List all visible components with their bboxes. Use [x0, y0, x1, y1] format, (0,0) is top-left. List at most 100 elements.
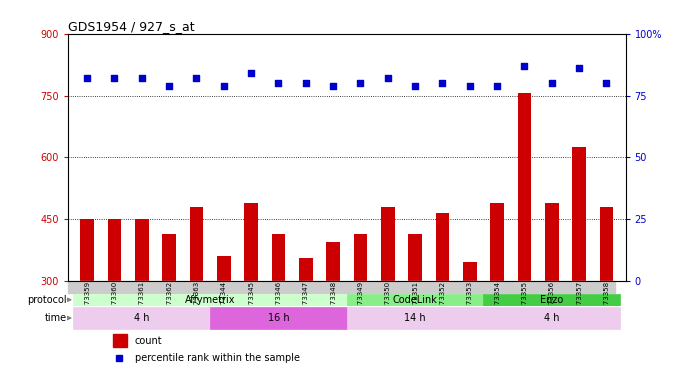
- Point: [492, 82, 503, 88]
- Text: GSM73358: GSM73358: [603, 281, 609, 319]
- Text: GSM73348: GSM73348: [330, 281, 336, 319]
- Text: time: time: [44, 313, 67, 323]
- Text: GSM73355: GSM73355: [522, 281, 528, 319]
- Point: [601, 80, 612, 86]
- Bar: [326, 242, 340, 281]
- Point: [546, 80, 557, 86]
- Bar: [354, 234, 367, 281]
- Text: GSM73351: GSM73351: [412, 281, 418, 319]
- Text: 4 h: 4 h: [544, 313, 560, 323]
- Point: [382, 75, 393, 81]
- Text: GSM73347: GSM73347: [303, 281, 309, 319]
- Point: [574, 65, 585, 71]
- Text: GDS1954 / 927_s_at: GDS1954 / 927_s_at: [68, 20, 194, 33]
- Text: GSM73344: GSM73344: [221, 281, 227, 319]
- Text: GSM73359: GSM73359: [84, 281, 90, 319]
- Bar: [347, 307, 483, 329]
- Bar: [73, 307, 210, 329]
- Bar: [545, 202, 559, 281]
- Bar: [244, 202, 258, 281]
- Point: [301, 80, 311, 86]
- Text: GSM73349: GSM73349: [358, 281, 364, 319]
- Text: GSM73353: GSM73353: [466, 281, 473, 319]
- Bar: [73, 294, 347, 306]
- Bar: [517, 93, 531, 281]
- Bar: [483, 307, 620, 329]
- Text: Enzo: Enzo: [540, 295, 564, 305]
- Text: GSM73360: GSM73360: [112, 281, 118, 319]
- Text: GSM73347: GSM73347: [303, 281, 309, 319]
- Text: GSM73352: GSM73352: [439, 281, 445, 319]
- Point: [218, 82, 229, 88]
- Bar: [190, 207, 203, 281]
- Bar: [299, 258, 313, 281]
- Text: GSM73344: GSM73344: [221, 281, 227, 319]
- Text: GSM73363: GSM73363: [194, 281, 199, 319]
- Text: Affymetrix: Affymetrix: [185, 295, 235, 305]
- Point: [437, 80, 448, 86]
- Point: [519, 63, 530, 69]
- Bar: [463, 262, 477, 281]
- Bar: [271, 234, 286, 281]
- Text: 16 h: 16 h: [268, 313, 289, 323]
- Point: [464, 82, 475, 88]
- Point: [355, 80, 366, 86]
- Text: GSM73361: GSM73361: [139, 281, 145, 319]
- Text: GSM73356: GSM73356: [549, 281, 555, 319]
- Bar: [135, 219, 149, 281]
- Text: GSM73350: GSM73350: [385, 281, 391, 319]
- Bar: [483, 294, 620, 306]
- Text: GSM73345: GSM73345: [248, 281, 254, 319]
- Bar: [68, 281, 615, 293]
- Text: protocol: protocol: [27, 295, 67, 305]
- Text: GSM73351: GSM73351: [412, 281, 418, 319]
- Point: [409, 82, 420, 88]
- Text: 4 h: 4 h: [134, 313, 150, 323]
- Bar: [490, 202, 504, 281]
- Text: 14 h: 14 h: [405, 313, 426, 323]
- Text: GSM73350: GSM73350: [385, 281, 391, 319]
- Point: [137, 75, 148, 81]
- Text: GSM73355: GSM73355: [522, 281, 528, 319]
- Point: [82, 75, 92, 81]
- Bar: [600, 207, 613, 281]
- Bar: [107, 219, 121, 281]
- Bar: [210, 307, 347, 329]
- Text: GSM73354: GSM73354: [494, 281, 500, 319]
- Point: [245, 70, 256, 76]
- Text: GSM73357: GSM73357: [576, 281, 582, 319]
- Bar: [80, 219, 94, 281]
- Bar: [381, 207, 394, 281]
- Text: GSM73345: GSM73345: [248, 281, 254, 319]
- Text: count: count: [135, 336, 163, 346]
- Text: GSM73346: GSM73346: [275, 281, 282, 319]
- Text: percentile rank within the sample: percentile rank within the sample: [135, 353, 300, 363]
- Point: [109, 75, 120, 81]
- Point: [191, 75, 202, 81]
- Point: [164, 82, 175, 88]
- Text: GSM73356: GSM73356: [549, 281, 555, 319]
- Text: GSM73360: GSM73360: [112, 281, 118, 319]
- Text: GSM73359: GSM73359: [84, 281, 90, 319]
- Text: GSM73349: GSM73349: [358, 281, 364, 319]
- Text: GSM73346: GSM73346: [275, 281, 282, 319]
- Text: CodeLink: CodeLink: [392, 295, 437, 305]
- Text: GSM73352: GSM73352: [439, 281, 445, 319]
- Bar: [217, 256, 231, 281]
- Text: GSM73354: GSM73354: [494, 281, 500, 319]
- Bar: [113, 334, 126, 347]
- Bar: [408, 234, 422, 281]
- Text: GSM73353: GSM73353: [466, 281, 473, 319]
- Text: GSM73362: GSM73362: [166, 281, 172, 319]
- Point: [328, 82, 339, 88]
- Point: [273, 80, 284, 86]
- Text: GSM73357: GSM73357: [576, 281, 582, 319]
- Text: GSM73361: GSM73361: [139, 281, 145, 319]
- Text: GSM73348: GSM73348: [330, 281, 336, 319]
- Bar: [573, 147, 586, 281]
- Text: GSM73358: GSM73358: [603, 281, 609, 319]
- Bar: [436, 213, 449, 281]
- Bar: [347, 294, 483, 306]
- Bar: [163, 234, 176, 281]
- Text: GSM73363: GSM73363: [194, 281, 199, 319]
